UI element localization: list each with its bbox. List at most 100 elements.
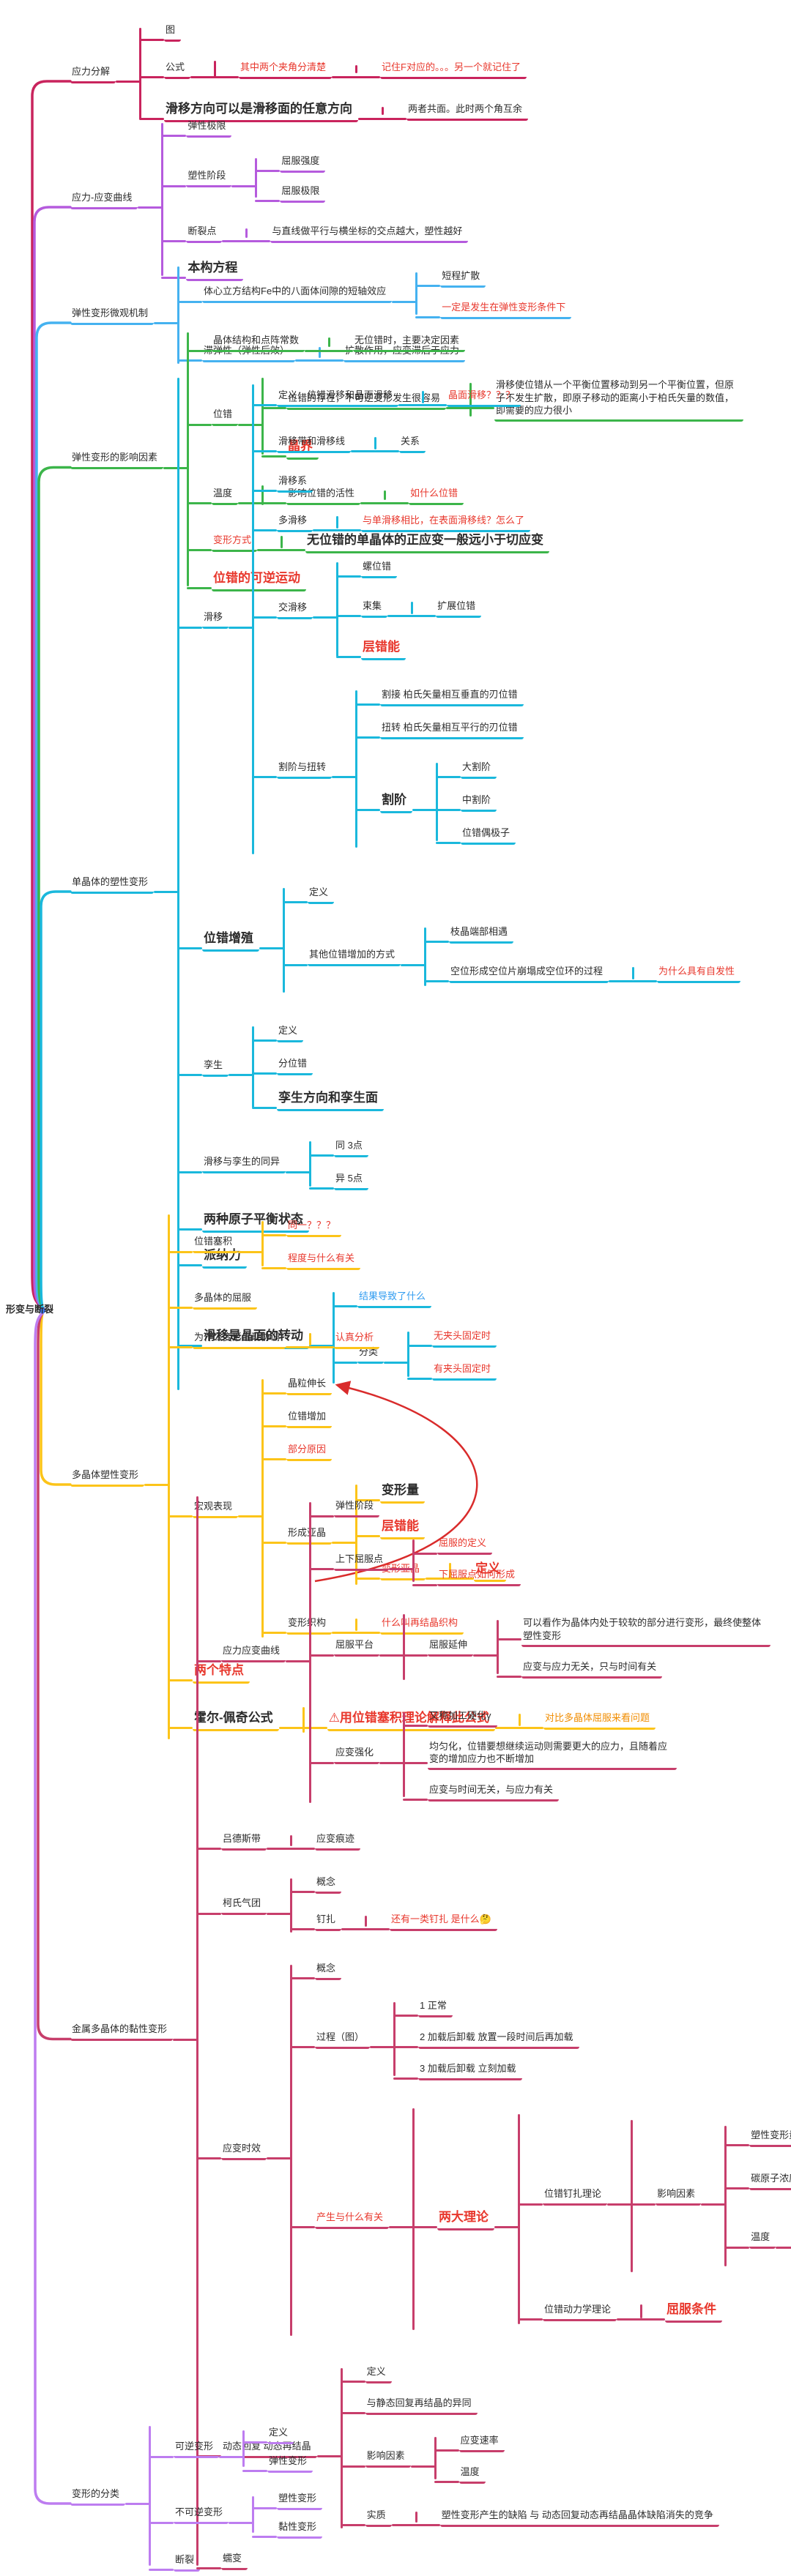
topic-label[interactable]: 多晶体的屈服 (193, 1290, 258, 1310)
topic-label[interactable]: 塑性阶段 (186, 168, 232, 187)
topic-label[interactable]: 晶粒伸长 (286, 1375, 333, 1395)
topic-label[interactable]: 应力应变曲线 (221, 1643, 286, 1662)
topic-label[interactable]: 实质 (365, 2507, 392, 2527)
topic-label[interactable]: 黏性变形 (277, 2519, 323, 2539)
topic-label[interactable]: 可以看作为晶体内处于较软的部分进行变形，最终使整体塑性变形 (521, 1616, 771, 1647)
topic-label[interactable]: 一定是发生在弹性变形条件下 (440, 299, 572, 319)
topic-label[interactable]: 定义 (308, 884, 335, 904)
topic-label[interactable]: 多滑移 (277, 512, 313, 532)
topic-label[interactable]: 位错钉扎理论 (543, 2186, 608, 2206)
topic-label[interactable]: 晶界 (286, 437, 319, 460)
topic-label[interactable]: 孪生方向和孪生面 (277, 1089, 385, 1111)
topic-label[interactable]: 分位错 (277, 1056, 313, 1075)
topic-label[interactable]: 不可逆变形 (174, 2504, 229, 2524)
topic-label[interactable]: 弹性变形的影响因素 (70, 449, 164, 469)
topic-label[interactable]: 屈服平台 (334, 1637, 380, 1657)
topic-label[interactable]: 记住F对应的。。。另一个就记住了 (380, 59, 527, 79)
topic-label[interactable]: 扩展位错 (436, 598, 482, 618)
topic-label[interactable]: 屈服条件 (665, 2300, 723, 2323)
topic-label[interactable]: 滑移 (202, 609, 229, 629)
topic-label[interactable]: 同一？？？ (286, 1217, 342, 1237)
topic-label[interactable]: 枝晶端部相遇 (449, 924, 514, 944)
topic-label[interactable]: 应变痕迹 (315, 1831, 361, 1851)
topic-label[interactable]: 塑性变形产生的缺陷 与 动态回复动态再结晶晶体缺陷消失的竞争 (439, 2507, 719, 2527)
topic-label[interactable]: 对比多晶体屈服来看问题 (543, 1710, 656, 1730)
topic-label[interactable]: 位错的存在，不可逆变形发生很容易 (286, 390, 447, 410)
topic-label[interactable]: 为什么具有自发性 (657, 963, 741, 983)
topic-label[interactable]: 有夹头固定时 (432, 1361, 497, 1381)
topic-label[interactable]: 无夹头固定时 (432, 1328, 497, 1348)
topic-label[interactable]: 弹性阶段 (334, 1498, 380, 1518)
topic-label[interactable]: 位错 (212, 406, 239, 426)
topic-label[interactable]: 概念 (315, 1874, 342, 1894)
topic-label[interactable]: 两大理论 (437, 2208, 495, 2230)
topic-label[interactable]: 屈服极限 (280, 183, 326, 203)
topic-label[interactable]: 变形亚晶 (380, 1561, 426, 1580)
topic-label[interactable]: 孪生 (202, 1057, 229, 1077)
topic-label[interactable]: 其中两个夹角分清楚 (239, 59, 333, 79)
topic-label[interactable]: 位错偶极子 (461, 825, 516, 845)
topic-label[interactable]: 滑移与孪生的同异 (202, 1154, 286, 1173)
topic-label[interactable]: 变形方式 (212, 532, 258, 552)
topic-label[interactable]: 滞弹性（弹性后效） (202, 343, 296, 362)
topic-label[interactable]: 1 正常 (418, 1998, 453, 2017)
topic-label[interactable]: 束集 (361, 598, 388, 618)
topic-label[interactable]: 两个特点 (193, 1661, 250, 1684)
topic-label[interactable]: 钉扎 (315, 1911, 342, 1931)
topic-label[interactable]: 无位错时，主要决定因素 (353, 332, 466, 353)
topic-label[interactable]: 异 5点 (334, 1171, 368, 1190)
topic-label[interactable]: 金属多晶体的黏性变形 (70, 2021, 174, 2041)
topic-label[interactable]: 位错塞积 (193, 1233, 239, 1253)
topic-label[interactable]: 与单滑移相比，在表面滑移线？怎么了 (361, 512, 531, 532)
topic-label[interactable]: 弹性变形微观机制 (70, 305, 155, 325)
topic-label[interactable]: 公式 (164, 59, 191, 79)
topic-label[interactable]: 应力-应变曲线 (70, 190, 138, 209)
topic-label[interactable]: 下屈服点如何形成 (437, 1567, 521, 1587)
topic-label[interactable]: 中割阶 (461, 792, 497, 812)
topic-label[interactable]: 认真分析 (334, 1329, 380, 1349)
topic-label[interactable]: 同 3点 (334, 1138, 368, 1157)
topic-label[interactable]: 与直线做平行与横坐标的交点越大，塑性越好 (270, 223, 469, 243)
topic-label[interactable]: 滑移带和滑移线 (277, 433, 352, 453)
topic-label[interactable]: 扭转 柏氏矢量相互平行的刃位错 (380, 720, 524, 739)
topic-label[interactable]: 屈服延伸 (428, 1637, 474, 1657)
topic-label[interactable]: 层错能 (361, 638, 406, 660)
topic-label[interactable]: 均匀化，位错要想继续运动则需要更大的应力，且随着应变的增加应力也不断增加 (428, 1739, 677, 1770)
topic-label[interactable]: 程度与什么有关 (286, 1250, 361, 1270)
topic-label[interactable]: 应变速率 (458, 2433, 505, 2452)
topic-label[interactable]: 体心立方结构Fe中的八面体间隙的短轴效应 (202, 283, 393, 303)
topic-label[interactable]: 位错动力学理论 (543, 2301, 617, 2321)
topic-label[interactable]: 位错增殖 (202, 929, 260, 952)
topic-label[interactable]: 为什么变形出现协调 (193, 1329, 286, 1349)
topic-label[interactable]: 还有一类钉扎 是什么🤔 (390, 1911, 497, 1931)
topic-label[interactable]: 其他位错增加的方式 (308, 947, 401, 966)
topic-label[interactable]: 晶面滑移？？？ (447, 387, 521, 407)
topic-label[interactable]: 屈服强度 (280, 153, 326, 173)
topic-label[interactable]: 概念 (315, 1960, 342, 1980)
topic-label[interactable]: 位错增加 (286, 1408, 333, 1428)
topic-label[interactable]: 图 (164, 22, 182, 42)
topic-label[interactable]: 晶体结构和点阵常数 (212, 332, 305, 353)
topic-label[interactable]: 2 加载后卸载 放置一段时间后再加载 (418, 2029, 579, 2049)
topic-label[interactable]: 滑移系 (277, 473, 313, 493)
topic-label[interactable]: 螺位错 (361, 559, 398, 578)
topic-label[interactable]: 上下屈服点 (334, 1551, 390, 1571)
topic-label[interactable]: 变形的分类 (70, 2486, 126, 2506)
topic-label[interactable]: 产生与什么有关 (315, 2209, 390, 2229)
topic-label[interactable]: 应变强化 (334, 1744, 380, 1765)
topic-label[interactable]: 变形量 (380, 1481, 426, 1504)
topic-label[interactable]: 定义：位错滑移和晶面滑移 (277, 387, 399, 407)
topic-label[interactable]: 滑移方向可以是滑移面的任意方向 (164, 100, 359, 122)
topic-label[interactable]: 应变与应力无关，只与时间有关 (521, 1659, 663, 1679)
topic-label[interactable]: 塑性变形 (277, 2490, 323, 2510)
topic-label[interactable]: 温度 (749, 2229, 776, 2250)
topic-label[interactable]: 定义 (474, 1559, 507, 1582)
topic-label[interactable]: 单晶体的塑性变形 (70, 874, 155, 894)
topic-label[interactable]: 塑性变形量 (749, 2127, 791, 2147)
topic-label[interactable]: 霍尔-佩奇公式 (193, 1709, 279, 1731)
topic-label[interactable]: 本构方程 (186, 258, 244, 281)
topic-label[interactable]: 扩散作用，应变滞后于应力 (343, 343, 466, 362)
topic-label[interactable]: 无位错的单晶体的正应变一般远小于切应变 (305, 531, 550, 553)
topic-label[interactable]: 宏观表现 (193, 1498, 239, 1518)
topic-label[interactable]: 两者共面。此时两个角互余 (406, 101, 529, 121)
